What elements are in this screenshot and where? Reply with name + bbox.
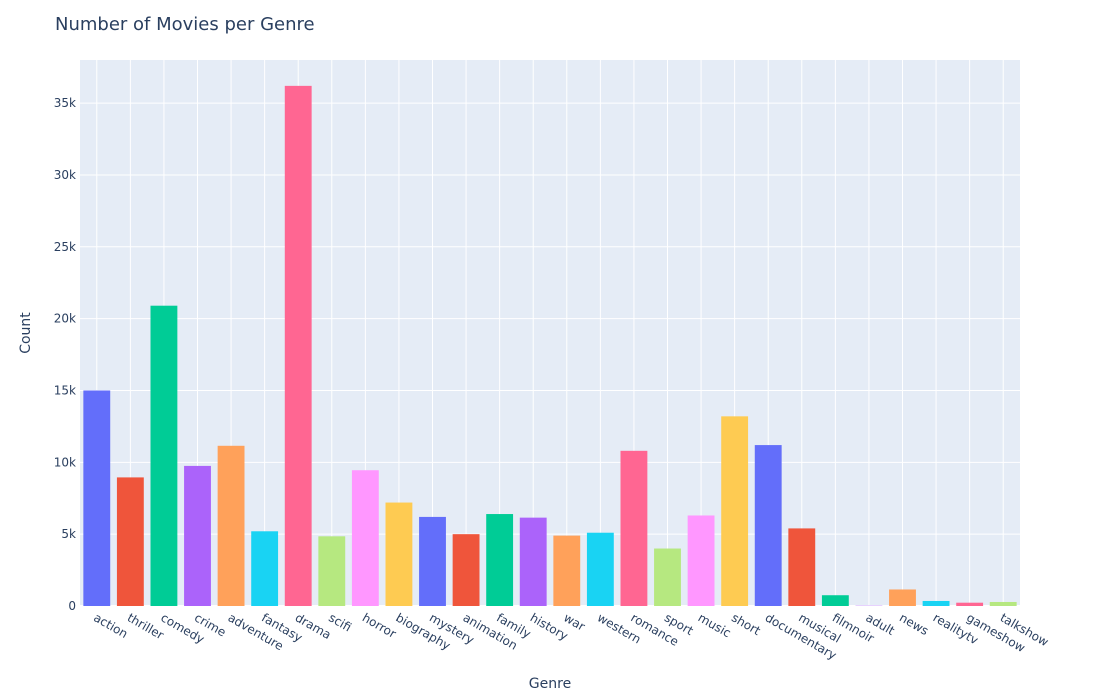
x-axis-ticks: actionthrillercomedycrimeadventurefantas… [91,610,1051,662]
bar-horror[interactable] [351,470,379,606]
y-axis-ticks: 0 5k 10k 15k 20k 25k 30k 35k [54,96,76,613]
bar-biography[interactable] [385,502,413,606]
y-tick-label: 10k [54,455,76,469]
bar-western[interactable] [586,532,614,606]
bar-music[interactable] [687,515,715,606]
x-tick-label: horror [360,610,399,640]
x-tick-label: action [91,610,130,641]
bar-war[interactable] [553,535,581,606]
bar-family[interactable] [486,514,514,606]
bar-history[interactable] [519,517,547,606]
bar-news[interactable] [889,589,916,606]
x-tick-label: short [729,610,763,638]
x-tick-label: history [528,610,571,643]
y-tick-label: 35k [54,96,76,110]
bar-comedy[interactable] [150,305,178,606]
bar-romance[interactable] [620,450,648,606]
x-tick-label: thriller [125,610,166,642]
x-axis-title: Genre [529,676,571,692]
y-tick-label: 25k [54,240,76,254]
bar-drama[interactable] [284,85,312,606]
bar-scifi[interactable] [318,536,346,606]
y-tick-label: 15k [54,383,76,397]
bar-filmnoir[interactable] [821,595,849,606]
x-tick-label: music [696,610,734,640]
y-tick-label: 20k [54,312,76,326]
bar-animation[interactable] [452,534,480,606]
bar-talkshow[interactable] [989,601,1017,606]
bar-adventure[interactable] [217,445,245,606]
bar-gameshow[interactable] [956,602,984,606]
bar-sport[interactable] [654,548,681,606]
chart-title: Number of Movies per Genre [55,14,315,35]
bar-realitytv[interactable] [922,600,950,606]
x-tick-label: news [897,610,931,638]
bar-action[interactable] [83,390,111,606]
bar-crime[interactable] [184,465,211,606]
y-tick-label: 30k [54,168,76,182]
bars [83,85,1017,606]
bar-fantasy[interactable] [251,531,279,606]
bar-short[interactable] [721,416,749,606]
y-tick-label: 5k [61,527,76,541]
bar-thriller[interactable] [116,477,144,606]
y-axis-title: Count [18,312,34,354]
y-tick-label: 0 [68,599,76,613]
bar-mystery[interactable] [419,516,446,606]
bar-musical[interactable] [788,528,816,606]
bar-documentary[interactable] [754,445,782,606]
